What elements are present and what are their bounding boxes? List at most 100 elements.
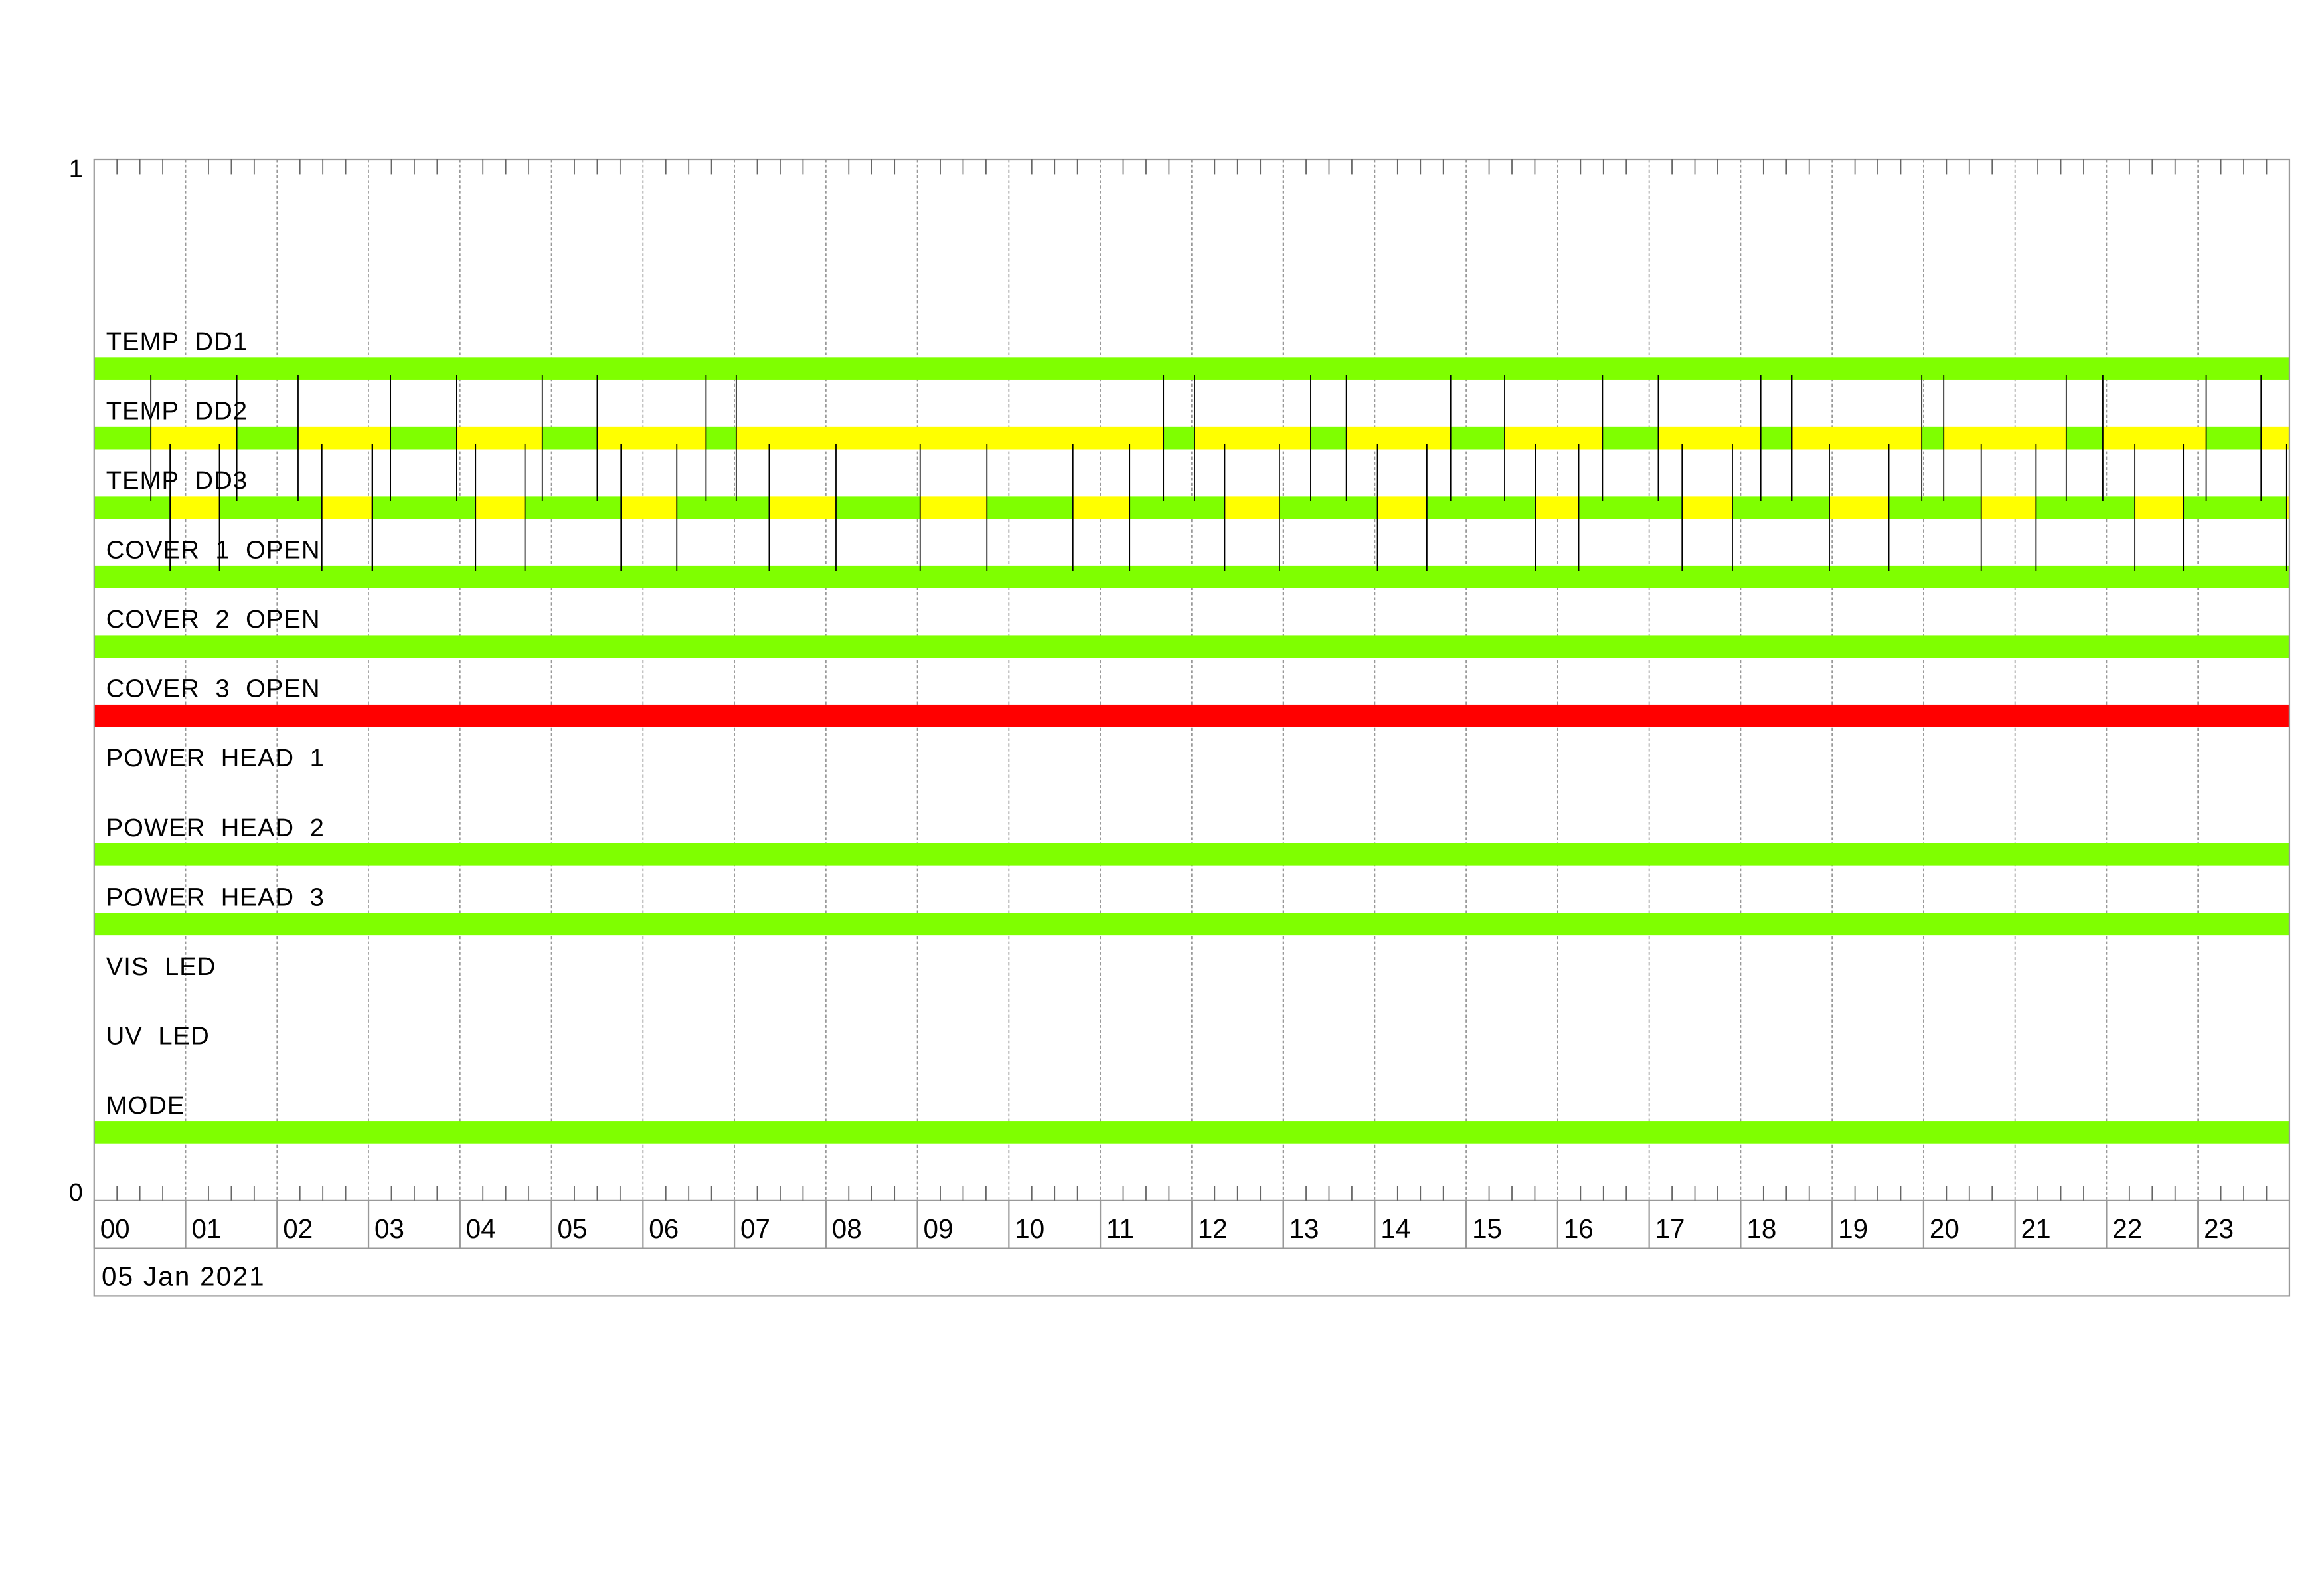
bar-segment-yellow [1535, 496, 1579, 519]
bar-segment-yellow [1791, 426, 1922, 450]
row-label: POWER HEAD 3 [106, 883, 325, 911]
bar-segment-green [1578, 496, 1683, 519]
bar-segment-green [1888, 496, 1981, 519]
row-label: TEMP DD1 [106, 327, 248, 356]
bar-segment-green [525, 496, 622, 519]
bar-segment-yellow [1829, 496, 1889, 519]
bar-segment-yellow [1224, 496, 1280, 519]
row-label: POWER HEAD 1 [106, 744, 325, 772]
bar-segment-yellow [1346, 426, 1451, 450]
bar-segment-green [94, 913, 2289, 936]
x-tick-label: 23 [2204, 1213, 2234, 1244]
bar-segment-green [2066, 426, 2103, 450]
bar-segment-green [1426, 496, 1536, 519]
bar-segment-yellow [1658, 426, 1761, 450]
row-bars [94, 357, 2289, 1144]
x-tick-label: 10 [1015, 1213, 1044, 1244]
plot-frame [93, 158, 2291, 1297]
bar-segment-green [835, 496, 920, 519]
bar-segment-yellow [475, 496, 525, 519]
bar-segment-yellow [321, 496, 373, 519]
x-tick-label: 19 [1838, 1213, 1868, 1244]
bar-segment-yellow [170, 496, 220, 519]
bar-segment-green [987, 496, 1073, 519]
bar-segment-yellow [1377, 496, 1427, 519]
bar-segment-yellow [1194, 426, 1311, 450]
grid-lines [185, 159, 2199, 1201]
bar-segment-green [1163, 426, 1195, 450]
bar-segment-yellow [151, 426, 237, 450]
x-tick-label: 07 [740, 1213, 770, 1244]
bar-segment-yellow [2135, 496, 2184, 519]
bar-segment-green [2206, 426, 2262, 450]
bar-segment-green [2183, 496, 2287, 519]
bar-segment-green [1280, 496, 1378, 519]
x-tick-label: 04 [466, 1213, 496, 1244]
row-label: VIS LED [106, 952, 216, 981]
bar-segment-green [236, 426, 298, 450]
bar-segment-green [390, 426, 457, 450]
x-tick-label: 17 [1655, 1213, 1685, 1244]
bar-segment-green [2036, 496, 2135, 519]
bar-segment-yellow [769, 496, 836, 519]
row-label: COVER 2 OPEN [106, 605, 321, 634]
bar-segment-green [219, 496, 322, 519]
bar-segment-yellow [597, 426, 706, 450]
bar-segment-yellow [1504, 426, 1603, 450]
x-tick-label: 06 [649, 1213, 679, 1244]
bar-segment-green [94, 635, 2289, 658]
bar-segment-green [1922, 426, 1944, 450]
bar-segment-yellow [920, 496, 987, 519]
axes: 00 01 02 03 04 05 06 07 08 09 10 11 12 13 14 15 16 17 18 19… [93, 158, 2291, 1297]
bar-segment-yellow [2102, 426, 2206, 450]
bar-segment-yellow [736, 426, 1164, 450]
row-labels: TEMP DD1 TEMP DD2 TEMP DD3 COVER 1 OPEN COVE… [106, 327, 325, 1120]
y-bottom-label: 0 [69, 1178, 83, 1207]
bar-segment-yellow [1682, 496, 1733, 519]
bar-segment-yellow [297, 426, 391, 450]
bar-segment-yellow [2261, 426, 2289, 450]
x-tick-label: 00 [100, 1213, 130, 1244]
bar-segment-yellow [621, 496, 677, 519]
row-label: TEMP DD3 [106, 466, 248, 495]
bar-segment-green [372, 496, 476, 519]
row-label: MODE [106, 1091, 185, 1120]
bar-segment-green [94, 426, 151, 450]
x-tick-label: 20 [1930, 1213, 1959, 1244]
bar-segment-green [706, 426, 736, 450]
bar-segment-green [94, 843, 2289, 866]
row-label: POWER HEAD 2 [106, 814, 325, 842]
x-tick-label: 21 [2021, 1213, 2051, 1244]
x-tick-label: 12 [1198, 1213, 1228, 1244]
bar-segment-yellow [1072, 496, 1130, 519]
bar-segment-yellow [1981, 496, 2036, 519]
bar-segment-green [94, 357, 2289, 380]
bar-segment-yellow [1944, 426, 2066, 450]
row-label: COVER 1 OPEN [106, 536, 321, 565]
x-tick-label: 01 [192, 1213, 222, 1244]
bar-segment-green [94, 496, 171, 519]
x-tick-label: 16 [1564, 1213, 1594, 1244]
x-tick-label: 11 [1106, 1213, 1134, 1244]
x-tick-label: 02 [283, 1213, 313, 1244]
x-tick-label: 22 [2112, 1213, 2142, 1244]
bar-segment-yellow [456, 426, 542, 450]
bar-segment-green [1450, 426, 1505, 450]
bar-segment-green [1129, 496, 1225, 519]
x-tick-label: 03 [374, 1213, 404, 1244]
row-label: TEMP DD2 [106, 397, 248, 426]
x-tick-label: 13 [1289, 1213, 1319, 1244]
x-tick-label: 15 [1472, 1213, 1502, 1244]
bar-segment-green [542, 426, 598, 450]
x-tick-label: 05 [558, 1213, 588, 1244]
y-top-label: 1 [69, 155, 83, 183]
bar-segment-green [1310, 426, 1347, 450]
bar-segment-green [677, 496, 770, 519]
x-tick-label: 09 [924, 1213, 954, 1244]
x-tick-label: 18 [1746, 1213, 1776, 1244]
date-label: 05 Jan 2021 [102, 1261, 266, 1292]
bar-segment-green [94, 565, 2289, 588]
bar-segment-green [1602, 426, 1659, 450]
x-tick-label: 14 [1380, 1213, 1410, 1244]
